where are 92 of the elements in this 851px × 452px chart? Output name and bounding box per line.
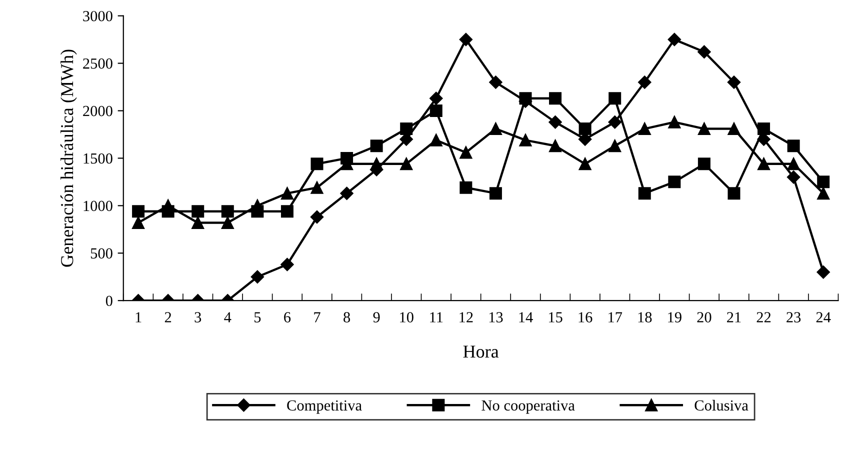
point xyxy=(817,176,830,188)
point xyxy=(400,158,413,170)
point xyxy=(132,216,145,229)
x-tick-label: 17 xyxy=(608,312,622,322)
x-tick-label: 19 xyxy=(668,312,682,322)
x-tick-label: 20 xyxy=(697,312,712,322)
point xyxy=(519,134,532,146)
point xyxy=(250,270,264,284)
x-tick-label: 10 xyxy=(400,312,414,322)
x-tick-label: 18 xyxy=(638,312,652,322)
point xyxy=(460,181,472,194)
point xyxy=(758,158,770,170)
point xyxy=(668,116,681,128)
point xyxy=(280,205,294,218)
point xyxy=(728,187,740,200)
point xyxy=(638,76,652,89)
point xyxy=(489,187,502,200)
point xyxy=(549,140,562,152)
point xyxy=(578,158,592,170)
x-tick-label: 6 xyxy=(284,312,291,322)
point xyxy=(548,116,562,129)
point xyxy=(668,176,681,188)
point xyxy=(221,205,234,218)
x-tick-label: 2 xyxy=(164,312,172,322)
x-tick-label: 8 xyxy=(344,312,350,322)
x-tick-label: 21 xyxy=(727,312,741,322)
point xyxy=(728,122,740,136)
point xyxy=(340,152,354,164)
point xyxy=(787,140,800,152)
point xyxy=(668,32,682,46)
x-tick-label: 4 xyxy=(224,312,232,322)
x-tick-label: 22 xyxy=(756,312,771,322)
y-tick-label: 3000 xyxy=(83,10,112,22)
point xyxy=(608,116,622,129)
x-tick-label: 23 xyxy=(786,312,801,322)
point xyxy=(430,104,442,117)
point xyxy=(310,181,324,194)
point xyxy=(280,258,294,272)
point xyxy=(132,205,145,218)
point xyxy=(460,146,472,159)
point xyxy=(340,186,354,200)
x-tick-label: 12 xyxy=(460,312,473,322)
y-tick-label: 2500 xyxy=(83,58,112,69)
point xyxy=(638,187,651,200)
x-axis-title: Hora xyxy=(463,346,499,358)
legend-label: Competitiva xyxy=(287,400,362,414)
point xyxy=(578,122,592,136)
point xyxy=(816,266,830,279)
point xyxy=(787,158,800,170)
x-tick-label: 5 xyxy=(254,312,261,322)
x-tick-label: 9 xyxy=(373,312,380,322)
y-tick-label: 2000 xyxy=(83,106,112,116)
y-tick-label: 1500 xyxy=(84,153,112,164)
x-tick-label: 7 xyxy=(314,312,320,322)
point xyxy=(280,187,294,200)
x-tick-label: 1 xyxy=(136,312,142,322)
point xyxy=(459,32,473,46)
point xyxy=(608,140,622,152)
y-axis-title: Generación hidráulica (MWh) xyxy=(60,50,77,267)
point xyxy=(817,187,830,200)
y-tick-label: 500 xyxy=(90,248,112,259)
x-tick-label: 3 xyxy=(194,312,202,322)
x-tick-label: 14 xyxy=(519,312,533,322)
point xyxy=(698,45,711,58)
point xyxy=(608,92,622,105)
legend-label: Colusiva xyxy=(694,400,748,411)
point xyxy=(430,134,442,146)
point xyxy=(698,158,710,170)
point xyxy=(162,205,174,218)
point xyxy=(192,205,204,218)
x-tick-label: 24 xyxy=(816,312,831,322)
point xyxy=(549,92,562,105)
point xyxy=(786,170,800,184)
point xyxy=(310,158,324,170)
point xyxy=(489,122,502,136)
point xyxy=(192,216,204,229)
point xyxy=(698,122,710,136)
legend-label: No cooperativa xyxy=(482,400,575,414)
point xyxy=(310,210,324,224)
y-tick-label: 1000 xyxy=(84,200,112,212)
point xyxy=(489,76,502,89)
x-tick-label: 13 xyxy=(489,312,503,322)
point xyxy=(251,205,264,218)
x-tick-label: 16 xyxy=(578,312,592,322)
x-tick-label: 15 xyxy=(548,312,562,322)
point xyxy=(727,76,741,89)
point xyxy=(430,92,443,105)
point xyxy=(638,122,651,136)
y-tick-label: 0 xyxy=(106,296,112,306)
point xyxy=(221,216,234,229)
point xyxy=(370,140,383,152)
x-tick-label: 11 xyxy=(430,312,443,322)
